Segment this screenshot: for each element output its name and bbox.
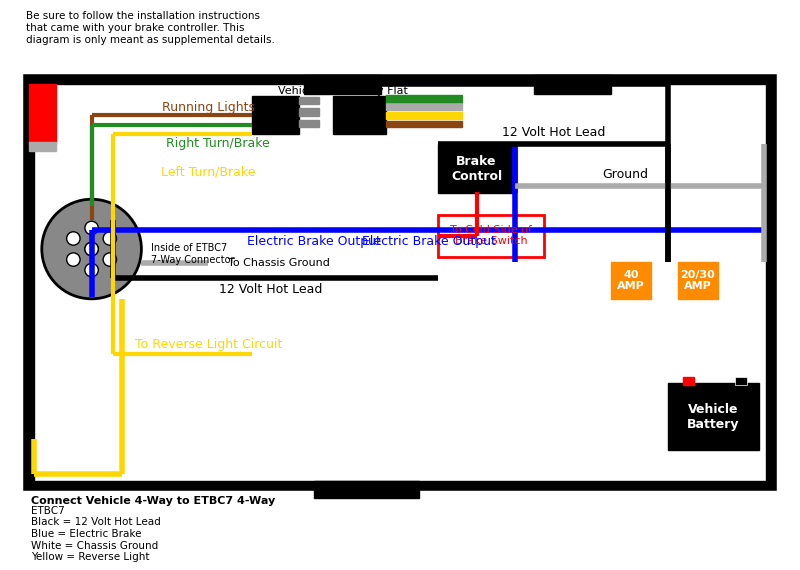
Bar <box>30 84 56 144</box>
Text: Ground: Ground <box>602 168 648 181</box>
Bar <box>299 108 318 116</box>
Bar <box>766 76 774 488</box>
Text: Vehicle Side 4-Way Flat: Vehicle Side 4-Way Flat <box>278 86 407 96</box>
Text: Right Turn/Brake: Right Turn/Brake <box>166 137 270 150</box>
Text: Electric Brake Output: Electric Brake Output <box>247 235 381 248</box>
Text: Running Lights: Running Lights <box>162 101 255 114</box>
Bar <box>299 120 318 127</box>
Text: Vehicle
Battery: Vehicle Battery <box>687 402 739 431</box>
Circle shape <box>85 263 98 277</box>
Bar <box>299 97 318 104</box>
Bar <box>314 481 419 498</box>
Text: 12 Volt Hot Lead: 12 Volt Hot Lead <box>502 125 605 139</box>
Text: 40
AMP: 40 AMP <box>617 270 645 291</box>
Text: Inside of ETBC7
7-Way Connector: Inside of ETBC7 7-Way Connector <box>151 243 234 264</box>
Bar <box>333 96 386 134</box>
Circle shape <box>85 221 98 235</box>
Text: 12 Volt Hot Lead: 12 Volt Hot Lead <box>219 283 322 296</box>
Text: ETBC7
Black = 12 Volt Hot Lead
Blue = Electric Brake
White = Chassis Ground
Yell: ETBC7 Black = 12 Volt Hot Lead Blue = El… <box>31 506 161 562</box>
Bar <box>26 76 34 488</box>
Text: To Cold Side of
Brake Switch: To Cold Side of Brake Switch <box>450 225 532 246</box>
Bar <box>668 383 759 450</box>
Bar <box>682 377 694 385</box>
Bar <box>735 377 746 385</box>
Circle shape <box>66 232 80 245</box>
Text: Connect Vehicle 4-Way to ETBC7 4-Way: Connect Vehicle 4-Way to ETBC7 4-Way <box>31 496 275 506</box>
Bar <box>251 96 299 134</box>
Text: To Reverse Light Circuit: To Reverse Light Circuit <box>134 339 282 351</box>
Bar <box>678 262 718 299</box>
Bar <box>386 121 462 127</box>
Bar <box>386 112 462 119</box>
Circle shape <box>103 232 117 245</box>
Bar <box>26 481 774 488</box>
Bar <box>438 144 515 193</box>
Circle shape <box>66 253 80 266</box>
Text: Be sure to follow the installation instructions
that came with your brake contro: Be sure to follow the installation instr… <box>26 11 275 44</box>
Bar <box>30 142 56 151</box>
Bar <box>386 103 462 110</box>
Bar <box>386 95 462 101</box>
Text: Left Turn/Brake: Left Turn/Brake <box>162 166 256 179</box>
Bar <box>304 75 381 94</box>
Text: To Chassis Ground: To Chassis Ground <box>227 258 330 268</box>
Text: 20/30
AMP: 20/30 AMP <box>681 270 715 291</box>
Bar <box>534 75 610 94</box>
Bar <box>26 76 774 84</box>
Bar <box>26 76 774 488</box>
Circle shape <box>103 253 117 266</box>
Text: Brake
Control: Brake Control <box>451 154 502 182</box>
Text: Electric Brake Output: Electric Brake Output <box>362 235 496 248</box>
Circle shape <box>85 242 98 256</box>
Bar <box>610 262 651 299</box>
Circle shape <box>85 242 98 256</box>
Circle shape <box>42 200 142 299</box>
FancyBboxPatch shape <box>438 214 544 256</box>
